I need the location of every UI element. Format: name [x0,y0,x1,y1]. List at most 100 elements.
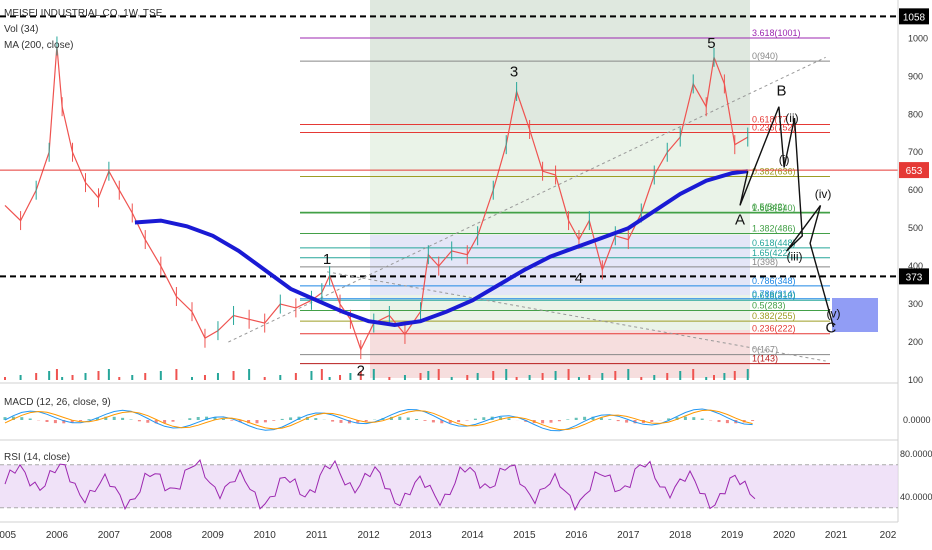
x-tick-label: 2008 [150,530,173,541]
rsi-line [4,458,756,511]
x-tick-label: 2013 [409,530,432,541]
macd-histogram-bar [473,418,477,420]
volume-bar [528,375,531,380]
macd-histogram-bar [482,417,486,420]
volume-bar [359,371,362,380]
volume-bar [107,369,110,380]
macd-histogram-bar [314,418,318,420]
volume-bar [466,375,469,380]
rsi-group [0,458,898,511]
x-tick-label: 2010 [254,530,277,541]
macd-histogram-bar [599,417,603,420]
volume-bar [588,375,591,380]
rsi-y-tick-label: 80.0000 [900,449,932,459]
y-tick-label: 800 [908,109,923,119]
volume-bar [679,371,682,380]
macd-histogram-bar [238,420,242,423]
fib-level-label: 0.5(283) [752,301,786,311]
volume-bar [310,371,313,380]
volume-bar [175,369,178,380]
macd-histogram-bar [53,420,57,424]
wave-label: (ii) [785,111,798,125]
x-tick-label: 2021 [825,530,848,541]
macd-histogram-bar [650,420,654,422]
macd-histogram-bar [95,417,99,420]
fib-box-zone-top [370,0,750,130]
volume-bar [232,371,235,380]
macd-histogram-bar [188,418,192,420]
volume-bar [19,375,22,380]
macd-histogram-bar [70,420,74,423]
rsi-band [0,464,898,508]
volume-bar [712,375,715,380]
volume-bar [746,369,749,380]
fib-level-label: 0.786(314) [752,289,796,299]
chart-title: MEISEI INDUSTRIAL CO, 1W, TSE [4,8,163,19]
y-tick-label: 600 [908,185,923,195]
macd-histogram-bar [541,420,545,424]
volume-bar [640,377,643,380]
dashed-level-badge [899,268,929,285]
volume-bar [515,377,518,380]
macd-histogram-bar [675,417,679,420]
volume-legend: Vol (34) [4,24,39,35]
volume-bar [614,371,617,380]
wave-label: 1 [323,251,331,268]
y-tick-label: 700 [908,147,923,157]
macd-histogram-bar [423,420,427,421]
macd-histogram-bar [608,419,612,420]
macd-histogram-bar [280,418,284,420]
y-tick-label: 500 [908,223,923,233]
volume-bar [554,371,557,380]
fib-box-zone-red [370,330,750,378]
fib-level-label: 0.236(222) [752,324,796,334]
macd-histogram-bar [154,420,158,424]
macd-histogram-bar [667,418,671,420]
trendline-up [228,56,826,343]
macd-histogram-bar [121,417,125,420]
fib-level-label: 0(940) [752,51,778,61]
macd-histogram-bar [62,420,66,424]
fib-level-label: 0.618(448) [752,238,796,248]
dashed-level-badge [899,8,929,25]
macd-histogram-bar [196,416,200,420]
x-tick-label: 2005 [0,530,17,541]
volume-bar [71,375,74,380]
x-tick-label: 2018 [669,530,692,541]
macd-histogram-bar [448,420,452,424]
x-tick-label: 2012 [357,530,380,541]
ma-group: 653 [0,162,929,328]
volume-bar [567,369,570,380]
volume-bar [437,369,440,380]
macd-histogram-bar [331,420,335,422]
wave-label: (iv) [815,187,832,201]
volume-bar [279,375,282,380]
volume-bar [328,377,331,380]
macd-histogram-bar [583,416,587,420]
macd-histogram-bar [700,418,704,420]
y-tick-label: 900 [908,71,923,81]
target-zone-box [832,298,878,332]
macd-y-tick-label: 0.0000 [903,415,931,425]
fib-box-zone-blue [370,235,750,295]
wave-label: 4 [575,270,583,287]
macd-histogram-bar [356,420,360,423]
current-price-label: 653 [906,166,923,177]
x-tick-label: 2020 [773,530,796,541]
fib-level-label: 0.786(348) [752,276,796,286]
volume-bar [666,373,669,380]
macd-histogram-bar [591,416,595,420]
wave-labels-group: 1 2 3 4 5 A B C (i) (ii) (iii) (iv) (v) [323,35,841,380]
y-tick-label: 1000 [908,33,928,43]
x-tick-label: 2007 [98,530,121,541]
macd-legend: MACD (12, 26, close, 9) [4,397,111,408]
wave-label: B [777,82,787,99]
macd-histogram-bar [213,417,217,420]
fib-level-label: 1.382(486) [752,223,796,233]
fib-level-label: 1(398) [752,257,778,267]
volume-bar [349,373,352,380]
elliott-projection-path [739,106,835,328]
current-price-badge [899,162,929,179]
volume-bar [388,377,391,380]
wave-label: 5 [707,35,715,52]
